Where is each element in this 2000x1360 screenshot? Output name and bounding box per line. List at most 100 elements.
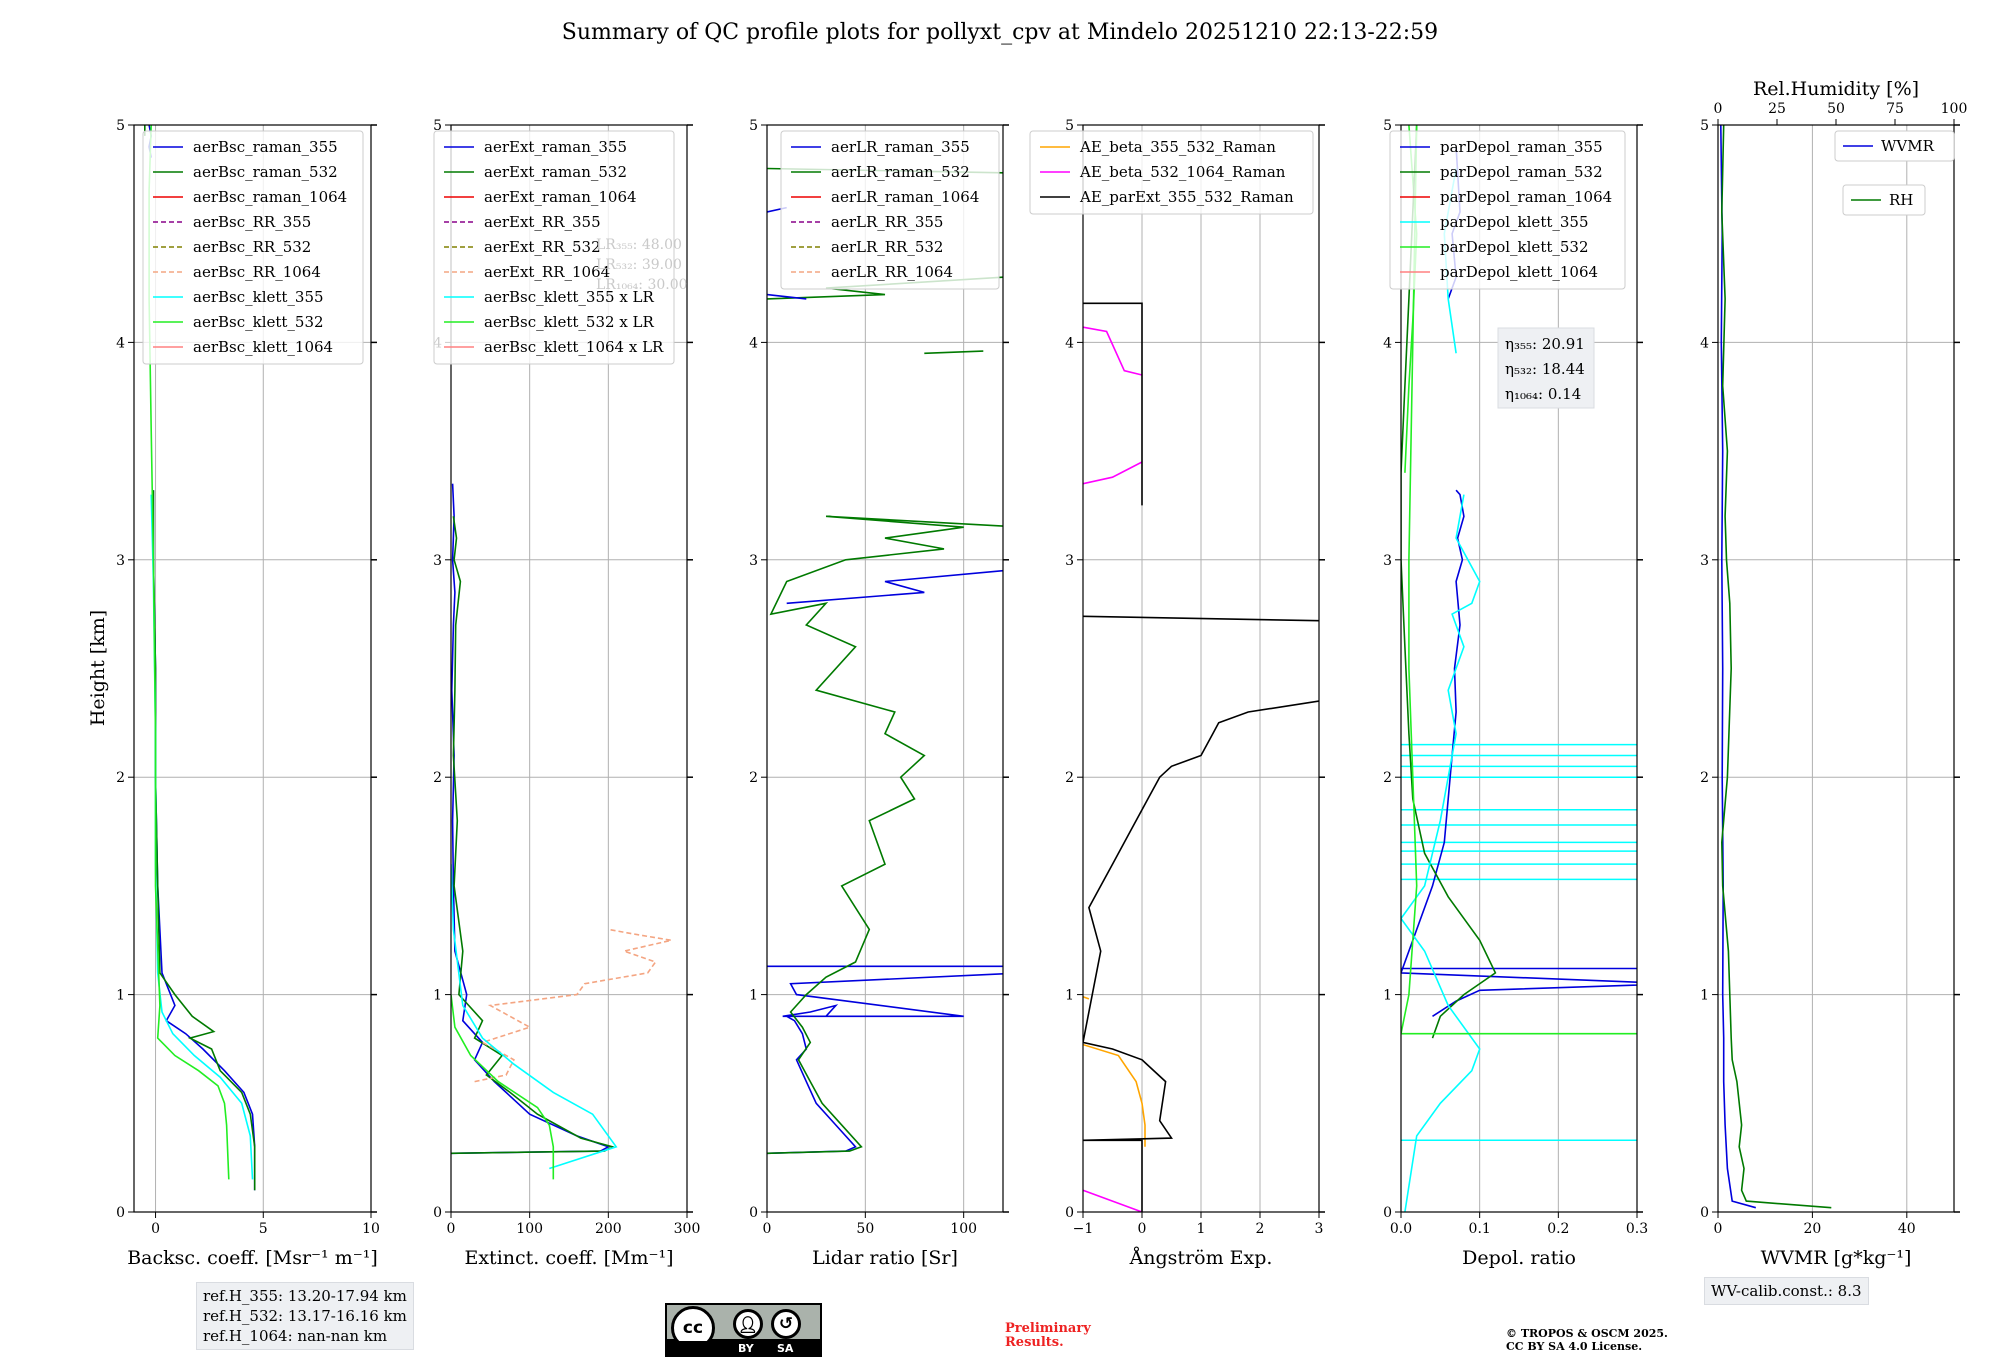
legend-label: aerLR_raman_355 [831,138,970,156]
series-aerBsc_klett_355 [150,494,254,1180]
legend-label: aerBsc_RR_355 [193,213,311,231]
segment-blue [767,293,807,300]
y-tick-label: 0 [433,1205,442,1221]
plot-area [1083,302,1319,1212]
series-AE_parExt_355_532_Raman [1083,700,1319,1212]
x-tick-label: 3 [1315,1221,1324,1237]
series-AE_beta_532_1064_Raman [1083,1189,1143,1212]
x-axis-label: Ångström Exp. [1129,1247,1273,1269]
top-x-axis-label: Rel.Humidity [%] [1753,78,1919,100]
series-RH [1720,125,1832,1209]
y-tick-label: 5 [116,118,125,134]
lr-annotation: LR₃₅₅: 48.00 [596,237,682,253]
series-parDepol_raman_355 [1401,489,1637,1017]
y-tick-label: 5 [1383,118,1392,134]
x-tick-label: 200 [595,1221,622,1237]
series-parDepol_klett_532 [1401,125,1637,1035]
y-tick-label: 2 [116,770,125,786]
legend-label: aerBsc_raman_355 [193,138,338,156]
y-tick-label: 4 [1065,335,1074,351]
eta-box [1497,327,1595,409]
copyright-note: © TROPOS & OSCM 2025. CC BY SA 4.0 Licen… [1506,1327,1668,1353]
x-tick-label: 0 [447,1221,456,1237]
legend-label: aerBsc_raman_532 [193,163,338,181]
segment-green [924,350,984,355]
y-tick-label: 3 [749,553,758,569]
legend-label: parDepol_klett_1064 [1440,263,1598,281]
legend-label: parDepol_klett_355 [1440,213,1589,231]
legend-box [142,130,364,365]
segment-magenta [1083,326,1143,376]
figure-title: Summary of QC profile plots for pollyxt_… [561,20,1439,45]
y-tick-label: 2 [433,770,442,786]
x-axis-label: Lidar ratio [Sr] [812,1247,958,1269]
legend-box [1842,184,1926,216]
legend-label: aerExt_RR_532 [484,238,601,256]
x-axis-label: WVMR [g*kg⁻¹] [1761,1247,1912,1269]
y-tick-label: 5 [1700,118,1709,134]
badge-bottom: BY SA [665,1341,822,1357]
x-tick-label: 100 [516,1221,543,1237]
legend-box [1834,130,1955,162]
x-tick-label: 20 [1803,1221,1821,1237]
series-parDepol_raman_532 [1401,125,1497,1039]
legend-label: aerExt_RR_1064 [484,263,610,281]
legend-label: aerBsc_klett_355 x LR [484,288,655,306]
panel-ext: 0100200300012345Extinct. coeff. [Mm⁻¹]ae… [433,118,700,1269]
legend-label: parDepol_raman_355 [1440,138,1603,156]
y-tick-label: 0 [1700,1205,1709,1221]
x-tick-label: 0 [151,1221,160,1237]
x-tick-label: 0.2 [1547,1221,1569,1237]
series-aerExt_RR_1064 [474,928,672,1083]
y-tick-label: 5 [433,118,442,134]
lr-annotation: LR₁₀₆₄: 30.00 [596,277,688,293]
y-tick-label: 3 [116,553,125,569]
y-tick-label: 4 [1383,335,1392,351]
preliminary-line-1: Preliminary [1005,1321,1091,1336]
copyright-line-1: © TROPOS & OSCM 2025. [1506,1327,1668,1340]
y-tick-label: 4 [116,335,125,351]
y-tick-label: 3 [1065,553,1074,569]
cc-by-sa-license-badge: cc 👤︎ ↺ BY SA [665,1303,822,1357]
legend-label: aerExt_raman_355 [484,138,627,156]
axes-frame [1717,124,1955,1213]
x-tick-label: 0.3 [1626,1221,1648,1237]
legend-label: AE_beta_532_1064_Raman [1079,163,1286,181]
top-x-tick-label: 75 [1886,101,1904,117]
x-tick-label: 100 [950,1221,977,1237]
lr-annotation: LR₅₃₂: 39.00 [596,257,682,273]
y-tick-label: 0 [1065,1205,1074,1221]
ref-height-355: ref.H_355: 13.20-17.94 km [203,1287,407,1305]
legend-label: aerLR_raman_532 [831,163,970,181]
legend-box [433,130,675,365]
segment-magenta [1083,461,1143,485]
legend-label: aerBsc_RR_532 [193,238,311,256]
y-tick-label: 2 [1065,770,1074,786]
y-tick-label: 1 [433,988,442,1004]
series-aerLR_raman_355 [767,973,1003,1155]
y-tick-label: 4 [749,335,758,351]
plot-area [1720,125,1832,1209]
eta-annotation: η₁₀₆₄: 0.14 [1505,385,1581,403]
x-tick-label: −1 [1073,1221,1094,1237]
panel-wv: 0 20 40 0 1 2 3 4 5 WVMR [g*kg⁻¹] 0 25 50 75 100 Rel.Hu… [1700,78,1967,1269]
panel-depol: 0.0 0.1 0.2 0.3 0 1 2 3 4 5 Depol. ratio parDepol_r… [1383,118,1648,1269]
panel-bsc: 0 5 10 0 1 2 3 4 5 Backsc. coeff. [Msr⁻¹ m⁻¹] aerB… [116,118,380,1269]
legend-label: aerBsc_raman_1064 [193,188,347,206]
x-tick-label: 40 [1898,1221,1916,1237]
sa-label: SA [777,1342,794,1355]
axes-frame [1400,124,1638,1213]
top-x-tick-label: 25 [1768,101,1786,117]
y-tick-label: 1 [749,988,758,1004]
x-axis-label: Backsc. coeff. [Msr⁻¹ m⁻¹] [127,1247,378,1269]
x-tick-label: 0 [1714,1221,1723,1237]
legend-label: aerLR_RR_1064 [831,263,953,281]
series-AE_beta_355_532_Raman [1083,1043,1146,1147]
series-aerExt_raman_532 [451,516,615,1155]
top-x-tick-label: 0 [1714,101,1723,117]
legend-label: aerExt_raman_532 [484,163,627,181]
segment-black [1083,615,1319,622]
legend-label: parDepol_raman_1064 [1440,188,1612,206]
top-x-tick-label: 50 [1827,101,1845,117]
by-label: BY [738,1342,754,1355]
